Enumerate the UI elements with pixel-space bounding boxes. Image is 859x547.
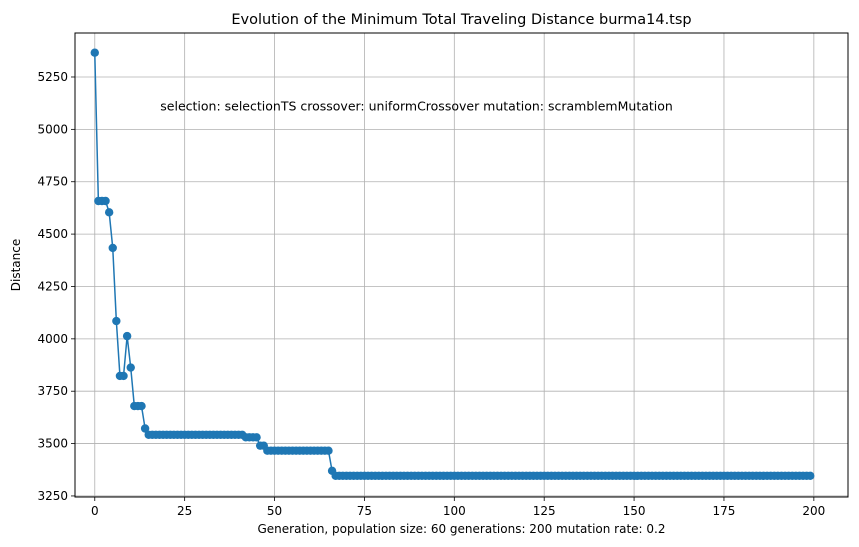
x-tick-label: 50 [267,504,282,518]
y-tick-label: 5000 [37,122,68,136]
data-point [122,331,132,341]
x-tick-label: 200 [802,504,825,518]
data-series [90,48,815,481]
data-point [119,371,128,381]
x-tick-label: 125 [533,504,556,518]
data-point [806,471,815,481]
data-point [112,316,121,326]
data-point [140,424,150,433]
y-tick-label: 4000 [37,332,68,346]
plot-frame [74,32,849,498]
x-tick-label: 25 [177,504,192,518]
chart-title: Evolution of the Minimum Total Traveling… [231,12,691,28]
data-point [324,446,333,455]
x-tick-label: 0 [91,504,99,518]
x-tick-label: 175 [713,504,736,518]
grid-lines [75,33,848,497]
y-tick-label: 3500 [37,437,68,451]
data-point [126,363,135,372]
data-point [104,208,114,217]
y-tick-label: 4250 [37,279,68,293]
axis-ticks: 0 25 50 75 100 125 150 175 200 3250 3500 3750 4000 42… [37,70,825,518]
chart-annotation: selection: selectionTS crossover: unifor… [160,98,673,113]
y-tick-label: 4750 [37,175,68,189]
data-point [137,401,146,411]
data-point [90,48,99,57]
x-tick-label: 100 [443,504,466,518]
y-tick-label: 5250 [37,70,68,84]
y-axis-label: Distance [9,239,23,291]
x-tick-label: 150 [623,504,646,518]
data-point [252,433,261,442]
data-point [108,243,117,253]
y-tick-label: 4500 [37,227,68,241]
y-tick-label: 3250 [37,489,68,503]
y-tick-label: 3750 [37,384,68,398]
data-point [101,196,110,206]
x-axis-label: Generation, population size: 60 generati… [257,522,665,536]
x-tick-label: 75 [357,504,372,518]
